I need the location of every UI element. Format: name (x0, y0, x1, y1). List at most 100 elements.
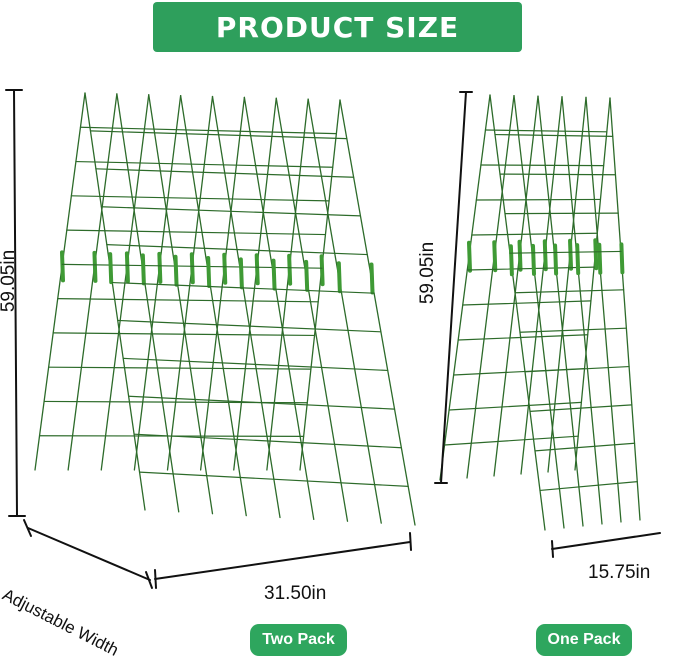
trellis-post (243, 96, 315, 521)
one-pack-width-label: 15.75in (588, 562, 651, 583)
dimension-tick (409, 532, 412, 551)
one-pack-badge: One Pack (536, 624, 632, 656)
trellis-rung (475, 198, 602, 201)
trellis-rung (117, 319, 382, 333)
trellis-post (100, 94, 150, 471)
trellis-clip (173, 254, 179, 287)
trellis-post (133, 94, 182, 471)
trellis-rung (57, 298, 319, 303)
trellis-post (148, 94, 214, 515)
trellis-clip (619, 242, 625, 275)
trellis-rung (539, 481, 638, 492)
trellis-rung (52, 332, 316, 337)
two-pack-height-label: 59.05in (0, 249, 20, 313)
trellis-rung (79, 126, 337, 135)
trellis-rung (514, 289, 625, 294)
trellis-post (233, 97, 277, 471)
trellis-post (537, 95, 584, 527)
trellis-clip (531, 243, 536, 276)
trellis-post (199, 96, 246, 471)
trellis-post (84, 92, 146, 511)
trellis-post (299, 99, 341, 471)
trellis-rung (484, 129, 608, 133)
trellis-post (493, 95, 539, 477)
trellis-rung (524, 365, 630, 373)
height-dimension-line (13, 89, 18, 517)
trellis-clip (92, 250, 98, 283)
trellis-rung (529, 404, 633, 412)
trellis-rung (61, 263, 323, 269)
trellis-clip (287, 253, 293, 286)
trellis-clip (542, 239, 548, 272)
trellis-post (275, 97, 349, 522)
trellis-rung (480, 164, 605, 167)
trellis-clip (157, 251, 163, 284)
trellis-rung (89, 130, 348, 140)
trellis-clip (222, 252, 228, 285)
trellis-rung (499, 173, 617, 176)
trellis-rung (462, 300, 592, 306)
trellis-rung (494, 133, 614, 137)
trellis-rung (106, 244, 368, 256)
trellis-clip (597, 242, 603, 275)
trellis-clip (254, 253, 260, 286)
trellis-clip (189, 252, 195, 285)
one-pack-width-line (551, 532, 661, 550)
trellis-clip (140, 253, 146, 286)
trellis-rung (48, 366, 312, 370)
trellis-rung (471, 232, 598, 236)
trellis-clip (369, 262, 375, 295)
trellis-clip (206, 256, 212, 289)
trellis-post (211, 95, 281, 519)
trellis-post (439, 94, 491, 481)
dimension-tick (154, 569, 157, 589)
dimension-tick (145, 571, 153, 589)
trellis-rung (111, 281, 375, 294)
trellis-clip (336, 261, 342, 294)
trellis-rung (457, 334, 589, 341)
trellis-clip (568, 238, 574, 271)
trellis-rung (138, 471, 409, 487)
width-dimension-line (154, 541, 411, 580)
trellis-rung (448, 401, 582, 411)
trellis-clip (593, 238, 599, 271)
trellis-post (466, 94, 515, 479)
trellis-post (266, 98, 309, 471)
one-pack-height-label: 59.05in (417, 241, 439, 305)
trellis-post (67, 93, 118, 471)
trellis-rung (95, 168, 355, 178)
trellis-rung (100, 206, 362, 217)
trellis-clip (319, 254, 325, 287)
trellis-rung (466, 266, 595, 271)
two-pack-badge: Two Pack (250, 624, 347, 656)
trellis-rung (504, 212, 619, 215)
trellis-rung (66, 229, 327, 236)
trellis-clip (508, 244, 514, 277)
trellis-clip (575, 243, 581, 276)
dimension-tick (551, 540, 554, 558)
trellis-clip (124, 251, 130, 284)
trellis-clip (108, 252, 114, 285)
trellis-rung (443, 435, 579, 446)
trellis-clip (553, 243, 559, 276)
trellis-clip (492, 240, 498, 273)
trellis-rung (133, 433, 402, 449)
trellis-clip (271, 258, 277, 291)
trellis-post (116, 93, 180, 513)
one-pack-height-line (440, 91, 467, 484)
trellis-post (609, 97, 641, 521)
trellis-post (561, 96, 603, 525)
trellis-post (520, 96, 563, 475)
trellis-rung (509, 250, 622, 254)
trellis-rung (128, 395, 396, 410)
dimension-tick (23, 519, 32, 537)
trellis-rung (75, 160, 334, 168)
trellis-post (339, 99, 416, 526)
trellis-clip (238, 257, 244, 290)
trellis-clip (467, 240, 472, 273)
trellis-clip (517, 239, 523, 272)
trellis-post (179, 94, 247, 517)
trellis-post (489, 94, 546, 531)
